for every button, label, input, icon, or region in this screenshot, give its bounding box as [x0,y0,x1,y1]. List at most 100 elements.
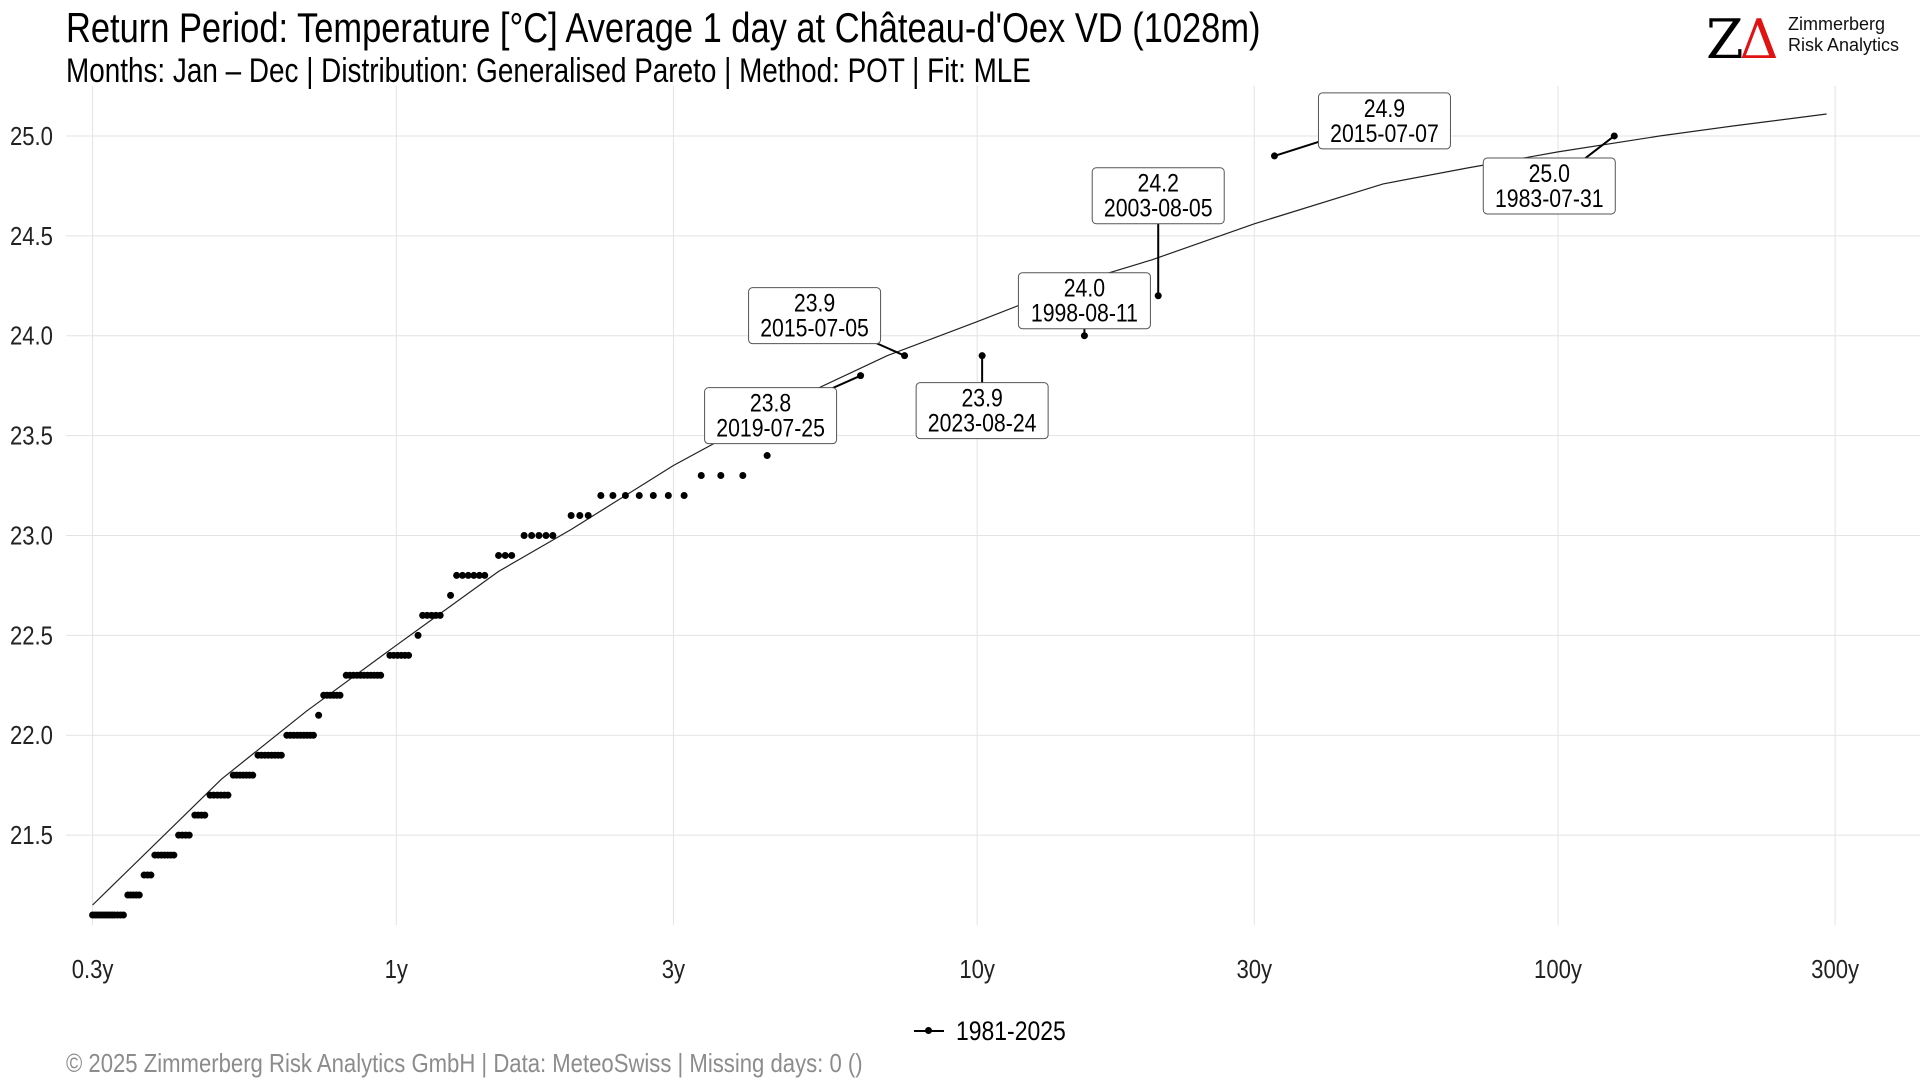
data-point [119,911,127,919]
data-point [739,472,747,480]
y-tick-label: 25.0 [10,122,53,151]
labeled-data-point [901,352,909,360]
labeled-data-point [1610,132,1618,140]
data-point [717,472,725,480]
data-point [224,791,232,799]
data-point [535,531,543,539]
data-point [763,452,771,460]
y-tick-label: 22.5 [10,622,53,651]
label-value: 23.9 [961,384,1002,412]
data-point [542,531,550,539]
label-date: 2015-07-07 [1330,119,1439,147]
data-point [584,511,592,519]
chart-legend: 1981-2025 [910,1014,1085,1048]
data-point [680,492,688,500]
label-date: 2019-07-25 [716,414,825,442]
label-box [704,387,838,445]
data-point [609,492,617,500]
label-date: 2023-08-24 [928,409,1037,437]
data-point [697,472,705,480]
label-box [1091,167,1225,225]
data-point [315,711,323,719]
label-value: 23.9 [794,289,835,317]
data-point [377,671,385,679]
data-point [501,551,509,559]
data-point [528,531,536,539]
y-tick-label: 23.0 [10,522,53,551]
data-point [597,492,605,500]
label-box [1482,157,1616,215]
labeled-data-point [1154,292,1162,300]
x-tick-label: 0.3y [72,955,114,984]
x-tick-label: 100y [1534,955,1582,984]
logo-mark-delta: Δ [1739,8,1779,71]
legend-label: 1981-2025 [956,1015,1066,1046]
label-box [748,287,882,345]
logo-name-line1: Zimmerberg [1788,14,1886,34]
y-tick-label: 21.5 [10,821,53,850]
data-point [147,871,155,879]
data-point [549,531,557,539]
y-tick-label: 24.0 [10,322,53,351]
return-period-chart: 21.5 22.0 22.5 23.0 23.5 24.0 24.5 25.0 0.3y 1y 3y… [10,86,1920,984]
label-value: 25.0 [1529,159,1570,187]
labeled-data-point [978,352,986,360]
data-point [170,851,178,859]
data-point [475,571,483,579]
label-box [915,382,1049,440]
data-point [464,571,472,579]
page-title: Return Period: Temperature [°C] Average … [66,4,1261,51]
x-tick-label: 300y [1811,955,1859,984]
label-value: 23.8 [750,389,791,417]
label-value: 24.0 [1064,274,1105,302]
data-point [414,631,422,639]
fit-curve [92,113,1827,906]
label-date: 1983-07-31 [1495,184,1604,212]
logo-mark-z: Z [1706,8,1743,71]
data-point [405,651,413,659]
label-box [1317,92,1451,150]
labeled-data-point [1080,332,1088,340]
data-point [458,571,466,579]
y-tick-label: 22.0 [10,722,53,751]
company-logo: ZΔ Zimmerberg Risk Analytics [1706,10,1906,70]
data-point [481,571,489,579]
data-point [309,731,317,739]
data-point [336,691,344,699]
data-point [436,611,444,619]
labeled-data-point [1270,152,1278,160]
logo-mark: ZΔ [1706,8,1779,71]
data-point [277,751,285,759]
data-point [508,551,516,559]
x-tick-label: 10y [959,955,995,984]
data-point [520,531,528,539]
x-tick-label: 1y [385,955,408,984]
data-point [135,891,143,899]
copyright-footer: © 2025 Zimmerberg Risk Analytics GmbH | … [66,1048,863,1078]
data-point [470,571,478,579]
label-date: 2015-07-05 [760,314,869,342]
page-subtitle: Months: Jan – Dec | Distribution: Genera… [66,52,1031,90]
data-point [664,492,672,500]
data-point [635,492,643,500]
label-box [1017,272,1151,330]
label-date: 1998-08-11 [1031,299,1138,327]
x-tick-label: 3y [662,955,685,984]
data-point [649,492,657,500]
data-point [495,551,503,559]
y-tick-label: 24.5 [10,222,53,251]
data-point [185,831,193,839]
data-point [249,771,257,779]
legend-point-line-icon [910,1021,948,1041]
data-point [453,571,461,579]
logo-name-line2: Risk Analytics [1788,35,1900,55]
x-tick-label: 30y [1236,955,1272,984]
data-point [621,492,629,500]
data-point [447,591,455,599]
label-value: 24.9 [1364,94,1405,122]
label-date: 2003-08-05 [1104,194,1213,222]
labeled-data-point [857,372,865,380]
data-point [201,811,209,819]
data-point [576,511,584,519]
label-value: 24.2 [1138,169,1179,197]
